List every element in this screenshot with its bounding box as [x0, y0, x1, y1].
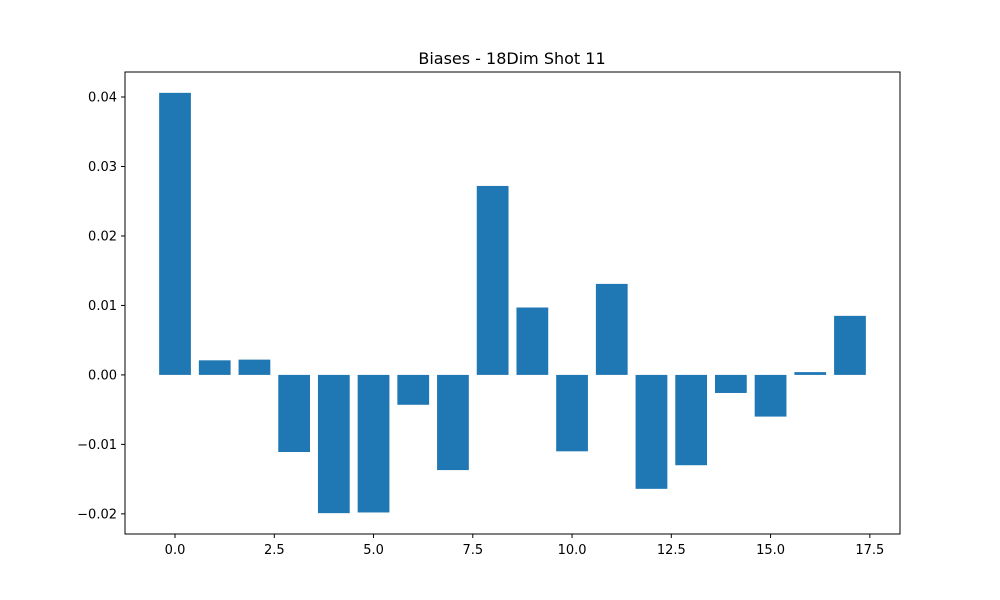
x-tick-label: 17.5: [855, 543, 884, 558]
bar-11: [595, 283, 628, 375]
bar-16: [794, 372, 827, 375]
bar-17: [834, 315, 866, 375]
bar-7: [437, 374, 469, 471]
y-tick-label: −0.02: [77, 507, 117, 522]
bar-5: [357, 374, 390, 513]
bar-14: [714, 374, 747, 393]
bar-4: [317, 374, 350, 514]
bar-10: [556, 374, 588, 452]
bar-9: [516, 307, 549, 375]
plot-frame: [124, 71, 901, 535]
bar-2: [238, 359, 271, 375]
x-tick-label: 15.0: [756, 543, 785, 558]
bar-6: [397, 374, 430, 405]
y-tick-label: 0.03: [88, 160, 117, 175]
y-tick-label: 0.00: [88, 368, 117, 383]
y-tick-label: −0.01: [77, 438, 117, 453]
x-tick-label: 5.0: [363, 543, 384, 558]
x-tick-label: 2.5: [264, 543, 285, 558]
bar-8: [476, 185, 509, 375]
bar-12: [635, 374, 668, 489]
bar-13: [675, 374, 708, 466]
bar-15: [754, 374, 787, 417]
bar-0: [159, 92, 191, 375]
x-tick-label: 7.5: [462, 543, 483, 558]
bar-3: [278, 374, 311, 453]
chart-title: Biases - 18Dim Shot 11: [418, 49, 605, 68]
x-tick-label: 12.5: [657, 543, 686, 558]
axes-layer: 0.0 2.5 5.0 7.5 10.0 12.5 15.0 17.5 −0.02 −0.01 0.…: [77, 91, 884, 558]
y-tick-label: 0.02: [88, 229, 117, 244]
x-tick-label: 0.0: [165, 543, 186, 558]
y-tick-label: 0.01: [88, 299, 117, 314]
y-tick-label: 0.04: [88, 91, 117, 106]
x-tick-label: 10.0: [558, 543, 587, 558]
bars-layer: [159, 92, 866, 514]
bar-1: [198, 360, 231, 375]
